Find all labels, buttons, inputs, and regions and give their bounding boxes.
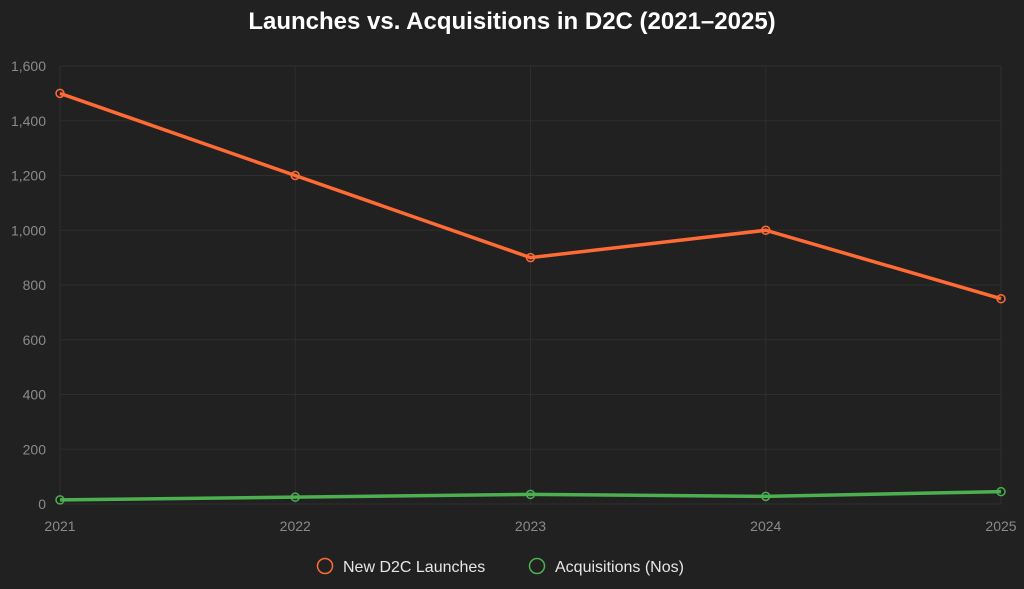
y-tick-label: 800: [23, 277, 47, 293]
y-tick-label: 0: [38, 496, 46, 512]
data-point: [761, 225, 771, 235]
legend-marker: [528, 557, 546, 575]
y-tick-label: 400: [23, 387, 47, 403]
series-line: [59, 91, 1002, 301]
x-tick-label: 2022: [280, 518, 311, 534]
legend-label[interactable]: Acquisitions (Nos): [555, 559, 684, 576]
legend-label[interactable]: New D2C Launches: [343, 559, 485, 576]
data-point: [525, 252, 536, 263]
data-point: [996, 293, 1006, 304]
data-point: [761, 491, 771, 502]
x-tick-label: 2021: [44, 518, 75, 534]
data-point: [996, 486, 1006, 497]
x-tick-label: 2025: [985, 518, 1016, 534]
y-tick-label: 200: [23, 441, 47, 457]
y-tick-label: 600: [23, 332, 47, 348]
x-tick-label: 2023: [515, 518, 546, 534]
data-point: [55, 495, 65, 505]
legend-marker: [316, 557, 334, 575]
x-tick-label: 2024: [750, 518, 781, 534]
data-point: [290, 492, 300, 502]
data-point: [55, 88, 65, 99]
data-point: [525, 489, 536, 500]
series-line: [59, 489, 1002, 502]
y-tick-label: 1,000: [11, 222, 46, 238]
data-point: [290, 170, 300, 181]
y-tick-label: 1,400: [11, 113, 46, 129]
chart-title: Launches vs. Acquisitions in D2C (2021–2…: [248, 8, 776, 35]
y-tick-label: 1,600: [11, 58, 46, 74]
y-tick-label: 1,200: [11, 168, 46, 184]
